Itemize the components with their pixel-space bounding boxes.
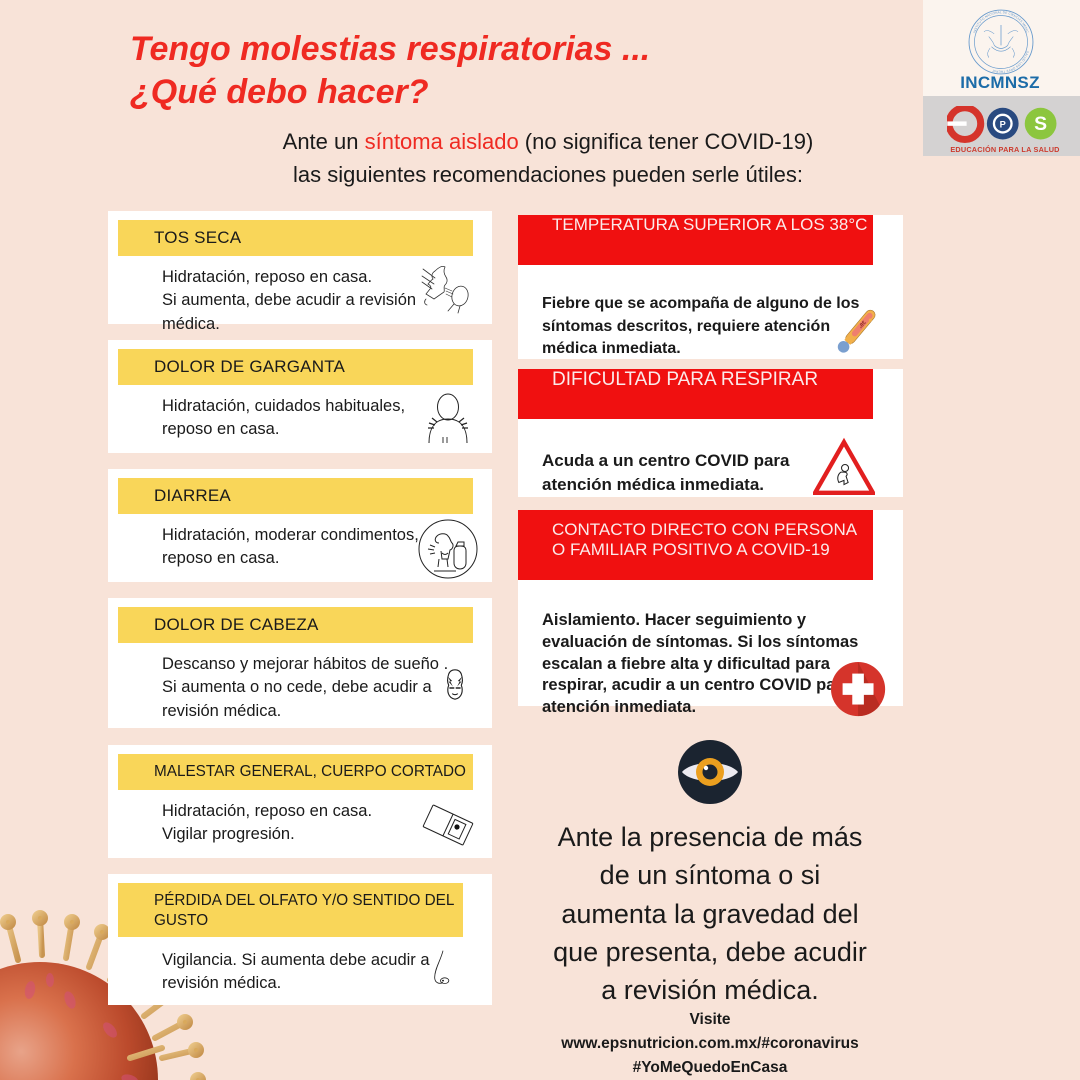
svg-text:SALUD LUIS ORVE TREPAT: SALUD LUIS ORVE TREPAT xyxy=(992,51,1030,74)
svg-text:P: P xyxy=(1000,120,1006,130)
svg-text:S: S xyxy=(1034,113,1047,135)
